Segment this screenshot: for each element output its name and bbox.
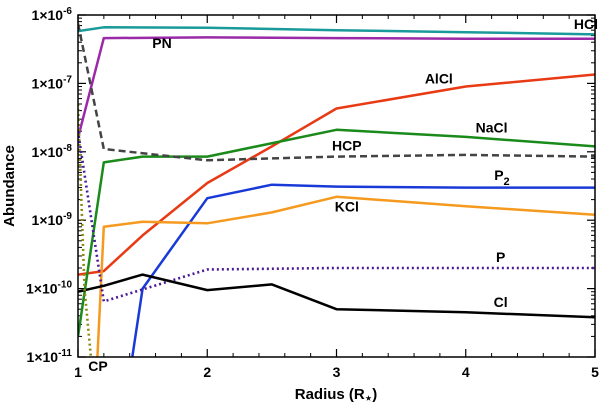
series-line-hcp [78, 23, 595, 162]
series-line-cp [78, 103, 93, 357]
series-line-cl [78, 273, 595, 319]
x-tick-label: 4 [462, 364, 470, 380]
y-tick-labels: 1×10-11 1×10-10 1×10-9 1×10-8 1×10-7 1×10-6 [26, 6, 72, 365]
series-label-cl: Cl [494, 294, 508, 310]
series-label-pn: PN [152, 35, 171, 51]
x-tick-label: 1 [74, 364, 82, 380]
x-axis-title: Radius (R⋆) [295, 386, 378, 405]
series-line-alcl [78, 73, 595, 276]
series-lines [78, 23, 595, 357]
series-label-nacl: NaCl [476, 120, 508, 136]
y-tick-label: 1×10-9 [32, 211, 73, 228]
y-tick-label: 1×10-7 [32, 74, 73, 91]
series-label-kcl: KCl [335, 199, 359, 215]
x-tick-label: 5 [591, 364, 599, 380]
series-line-kcl [96, 195, 595, 357]
series-line-hcl [78, 26, 595, 36]
y-tick-label: 1×10-8 [32, 143, 73, 160]
x-tick-labels: 1 2 3 4 5 [74, 364, 599, 380]
y-tick-label: 1×10-6 [32, 6, 73, 23]
series-label-p2: P2 [494, 167, 509, 188]
plot-frame [77, 14, 596, 358]
series-line-pn [78, 36, 595, 139]
y-axis-title: Abundance [1, 145, 18, 227]
x-tick-label: 3 [333, 364, 341, 380]
series-labels: HCl PN AlCl NaCl HCP P2 KCl P Cl CP [88, 16, 598, 374]
series-label-hcl: HCl [574, 16, 598, 32]
series-line-p [78, 131, 595, 303]
series-line-nacl [78, 128, 595, 337]
y-tick-label: 1×10-10 [26, 280, 72, 297]
y-tick-label: 1×10-11 [27, 348, 73, 365]
series-line-p2 [131, 183, 595, 357]
series-label-hcp: HCP [332, 137, 362, 153]
series-label-cp: CP [88, 358, 107, 374]
x-tick-label: 2 [203, 364, 211, 380]
series-label-p: P [496, 249, 505, 265]
series-label-alcl: AlCl [425, 70, 453, 86]
